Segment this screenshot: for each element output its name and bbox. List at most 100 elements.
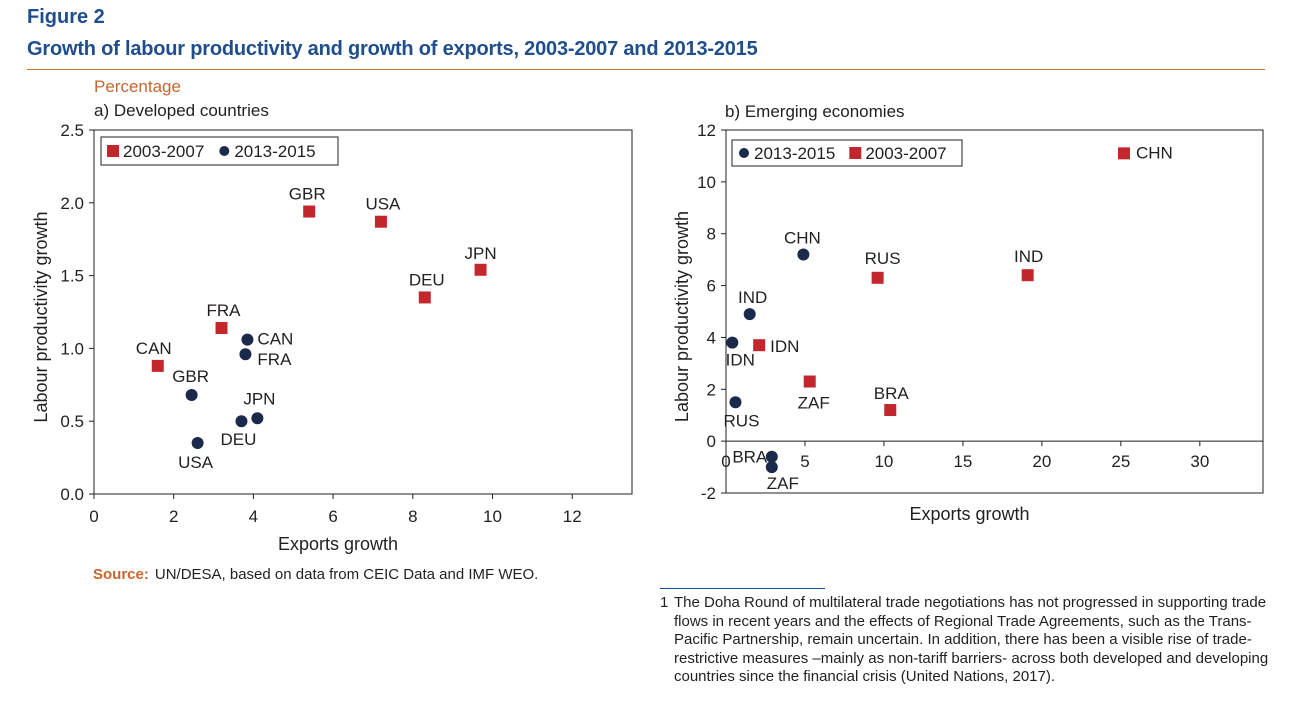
panel-b-y-tick-label: 0 <box>707 432 716 451</box>
panel-a-y-tick-label: 0.5 <box>60 412 84 431</box>
footnote-text: The Doha Round of multilateral trade neg… <box>674 594 1269 685</box>
panel-b-y-tick-label: 6 <box>707 277 716 296</box>
panel-b-legend-square-marker <box>849 147 862 159</box>
footnote-divider <box>660 588 825 589</box>
panel-a-x-tick-label: 10 <box>483 507 502 526</box>
panel-a-x-tick-label: 8 <box>408 507 417 526</box>
panel-a-y-tick-label: 1.5 <box>60 267 84 286</box>
panel-b-x-tick-label: 5 <box>800 452 809 471</box>
panel-a-circle-jpn-label: JPN <box>243 389 275 408</box>
panel-a-x-tick-label: 0 <box>89 507 98 526</box>
units-label: Percentage <box>94 77 181 96</box>
panel-b-y-tick-label: 10 <box>697 173 716 192</box>
panel-a-plot-frame <box>93 129 633 495</box>
panel-a-circle-can-point <box>241 333 254 346</box>
panel-b-title: b) Emerging economies <box>725 102 905 121</box>
panel-b-square-rus-label: RUS <box>865 249 901 268</box>
panel-b-circle-rus-point <box>729 396 742 409</box>
panel-b-legend-label: 2013-2015 <box>754 144 835 163</box>
panel-b-circle-ind-point <box>743 308 756 321</box>
panel-a-square-fra-label: FRA <box>207 301 242 320</box>
panel-a-square-gbr-point <box>303 205 316 218</box>
panel-a-title: a) Developed countries <box>94 101 269 120</box>
panel-a-circle-deu-point <box>235 415 248 428</box>
panel-a-circle-usa-point <box>191 437 204 450</box>
panel-b-square-zaf-point <box>803 375 816 388</box>
panel-b-circle-idn-point <box>726 336 739 349</box>
panel-b-x-tick-label: 0 <box>721 452 730 471</box>
figure-title: Growth of labour productivity and growth… <box>27 38 758 60</box>
source-label: Source: <box>93 566 149 583</box>
panel-b-circle-chn-label: CHN <box>784 228 821 247</box>
panel-b-x-tick-label: 25 <box>1111 452 1130 471</box>
panel-a-circle-fra-label: FRA <box>257 350 292 369</box>
panel-a-y-tick-label: 0.0 <box>60 485 84 504</box>
panel-b-x-tick-label: 15 <box>953 452 972 471</box>
source-text: UN/DESA, based on data from CEIC Data an… <box>154 566 539 583</box>
panel-a-square-jpn-label: JPN <box>465 244 497 263</box>
panel-a-circle-usa-label: USA <box>178 453 214 472</box>
panel-a-y-axis-label: Labour productivity growth <box>31 211 51 422</box>
panel-a-square-jpn-point <box>474 263 487 276</box>
panel-a-square-deu-point <box>418 291 431 304</box>
panel-b-circle-rus-label: RUS <box>724 411 760 430</box>
panel-a-circle-jpn-point <box>251 412 264 425</box>
panel-a-circle-gbr-label: GBR <box>172 367 209 386</box>
footnote-number: 1 <box>660 594 669 611</box>
panel-a-square-can-point <box>151 359 164 372</box>
panel-b-plot-frame <box>725 129 1264 494</box>
panel-a-circle-deu-label: DEU <box>220 430 256 449</box>
panel-a-square-gbr-label: GBR <box>289 185 326 204</box>
panel-b-square-ind-point <box>1021 269 1034 282</box>
panel-b-circle-bra-label: BRA <box>732 448 768 467</box>
panel-b-circle-idn-label: IDN <box>726 351 755 370</box>
panel-a-y-tick-label: 2.5 <box>60 121 84 140</box>
panel-a-x-tick-label: 2 <box>169 507 178 526</box>
panel-b-square-ind-label: IND <box>1014 247 1043 266</box>
panel-a-y-tick-label: 2.0 <box>60 194 84 213</box>
panel-a-x-tick-label: 12 <box>563 507 582 526</box>
panel-b-square-zaf-label: ZAF <box>798 394 830 413</box>
panel-b-y-tick-label: 4 <box>707 328 716 347</box>
panel-b-x-axis-label: Exports growth <box>909 504 1029 524</box>
panel-a-legend-circle-marker <box>219 146 230 156</box>
panel-b-x-tick-label: 30 <box>1190 452 1209 471</box>
panel-a-square-fra-point <box>215 322 228 335</box>
panel-b-square-bra-label: BRA <box>874 384 910 403</box>
source-note: Source: UN/DESA, based on data from CEIC … <box>93 566 538 583</box>
panel-b-square-idn-point <box>753 339 766 352</box>
panel-b-legend-circle-marker <box>739 148 749 158</box>
footnote: 1 The Doha Round of multilateral trade n… <box>660 594 1270 687</box>
panel-a-square-usa-label: USA <box>365 195 401 214</box>
panel-b-circle-zaf-label: ZAF <box>767 474 799 493</box>
panel-a-square-usa-point <box>374 215 387 228</box>
panel-a-y-tick-label: 1.0 <box>60 339 84 358</box>
panel-a-square-deu-label: DEU <box>409 270 445 289</box>
panel-a-square-can-label: CAN <box>136 339 172 358</box>
panel-b-circle-bra-point <box>765 450 778 463</box>
panel-a-x-axis-label: Exports growth <box>278 534 398 554</box>
panel-b-y-tick-label: -2 <box>701 484 716 503</box>
panel-b-square-rus-point <box>871 271 884 284</box>
panel-a-legend-square-marker <box>107 145 119 157</box>
panel-a-x-tick-label: 4 <box>249 507 258 526</box>
panel-b-circle-zaf-point <box>765 461 778 474</box>
panel-b-legend-box <box>731 139 963 167</box>
panel-a-circle-gbr-point <box>185 388 198 401</box>
panel-b-y-tick-label: 12 <box>697 121 716 140</box>
panel-a-legend-label: 2003-2007 <box>123 142 204 161</box>
panel-b-square-idn-label: IDN <box>770 337 799 356</box>
panel-b-square-chn-point <box>1118 147 1131 160</box>
panel-a-circle-fra-point <box>239 348 252 361</box>
panel-b-y-axis-label: Labour productivity growth <box>672 211 692 422</box>
panel-b-x-tick-label: 10 <box>874 452 893 471</box>
panel-b-square-chn-label: CHN <box>1136 143 1173 162</box>
panel-a-legend-label: 2013-2015 <box>234 142 315 161</box>
panel-a-circle-can-label: CAN <box>257 330 293 349</box>
panel-b-circle-chn-point <box>797 248 810 261</box>
panel-b-square-bra-point <box>884 404 897 417</box>
panel-b-circle-ind-label: IND <box>738 288 767 307</box>
panel-b-y-tick-label: 2 <box>707 380 716 399</box>
panel-a-x-tick-label: 6 <box>328 507 337 526</box>
